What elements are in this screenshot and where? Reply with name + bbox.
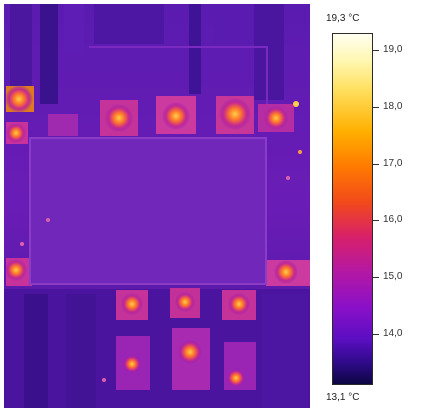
pcb-trace-column	[64, 4, 84, 54]
hotspot	[175, 292, 195, 312]
hotspot	[227, 369, 245, 387]
colorbar-tick	[373, 107, 379, 108]
pcb-trace-column	[189, 4, 201, 94]
pcb-trace-column	[24, 294, 48, 408]
thermal-image-canvas	[4, 4, 310, 408]
temperature-colorbar	[332, 33, 373, 385]
chip-outline	[89, 46, 267, 48]
pcb-trace-column	[262, 294, 308, 408]
hotspot	[6, 123, 26, 143]
colorbar-tick	[373, 164, 379, 165]
hotspot	[102, 378, 106, 382]
colorbar-tick	[373, 277, 379, 278]
hotspot	[228, 293, 250, 315]
colorbar-tick-label: 16,0	[383, 214, 403, 225]
hotspot	[20, 242, 24, 246]
hotspot	[5, 259, 27, 281]
scale-max-label: 19,3 °C	[326, 13, 360, 24]
pcb-trace-column	[40, 4, 58, 104]
pcb-trace-column	[94, 4, 164, 44]
hotspot	[5, 85, 33, 113]
hotspot	[123, 355, 141, 373]
pcb-trace-column	[66, 294, 96, 408]
colorbar-tick	[373, 334, 379, 335]
hotspot	[105, 104, 133, 132]
hot-pad	[48, 114, 78, 136]
hotspot	[293, 101, 299, 107]
central-chip-border	[29, 137, 267, 285]
thermal-image	[4, 4, 310, 408]
hotspot	[121, 293, 143, 315]
colorbar-tick-label: 19,0	[383, 44, 403, 55]
colorbar-tick-label: 15,0	[383, 271, 403, 282]
central-chip	[30, 138, 266, 284]
scale-min-label: 13,1 °C	[326, 392, 360, 403]
colorbar-tick-label: 18,0	[383, 101, 403, 112]
hotspot	[264, 106, 288, 130]
hotspot	[286, 176, 290, 180]
lower-board-region	[4, 289, 310, 408]
colorbar-tick-label: 17,0	[383, 158, 403, 169]
hotspot	[162, 102, 190, 130]
hotspot	[46, 218, 50, 222]
hotspot	[178, 340, 202, 364]
colorbar-tick-label: 14,0	[383, 328, 403, 339]
chip-outline	[266, 46, 268, 106]
hotspot	[298, 150, 302, 154]
pcb-trace-column	[214, 4, 254, 44]
hotspot	[274, 260, 298, 284]
colorbar-tick	[373, 220, 379, 221]
pcb-trace-column	[10, 4, 32, 89]
pcb-trace-column	[254, 4, 284, 100]
colorbar-tick	[373, 50, 379, 51]
hotspot	[219, 98, 251, 130]
